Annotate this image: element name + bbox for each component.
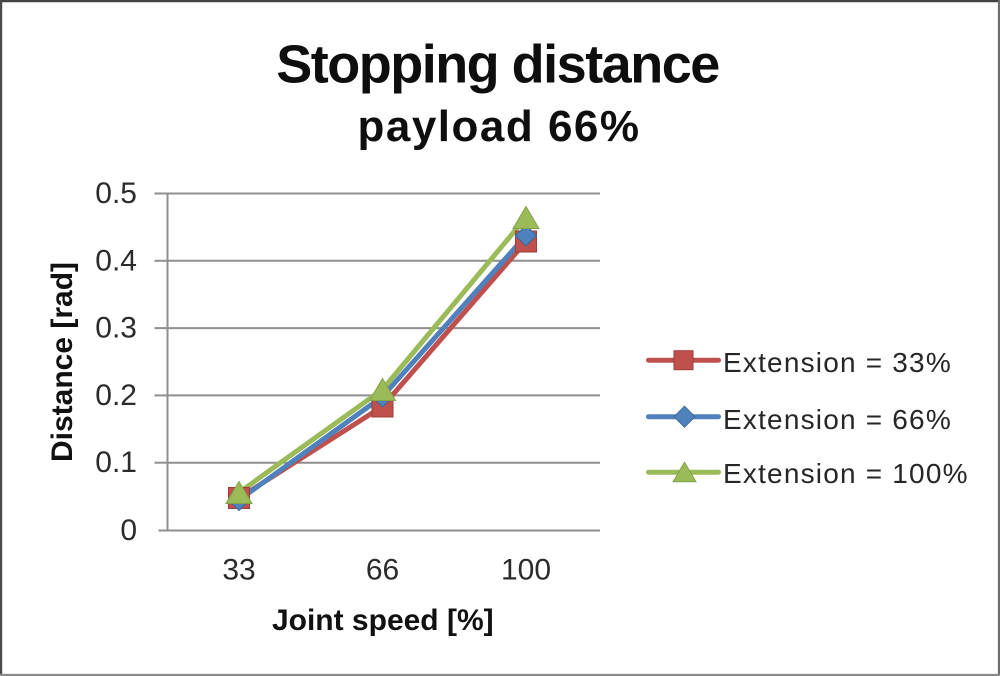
svg-text:Extension = 66%: Extension = 66% [723, 404, 952, 435]
svg-text:Extension = 100%: Extension = 100% [723, 458, 969, 489]
svg-text:Stopping distance: Stopping distance [276, 35, 719, 95]
svg-text:0.3: 0.3 [95, 312, 137, 345]
svg-text:0: 0 [120, 514, 137, 547]
svg-text:100: 100 [501, 554, 551, 587]
svg-text:payload 66%: payload 66% [357, 102, 640, 151]
svg-text:0.4: 0.4 [95, 244, 137, 277]
svg-text:33: 33 [222, 554, 255, 587]
svg-text:Distance [rad]: Distance [rad] [46, 262, 79, 462]
svg-text:Extension = 33%: Extension = 33% [723, 347, 952, 378]
svg-text:0.2: 0.2 [95, 379, 137, 412]
svg-text:66: 66 [366, 554, 399, 587]
svg-text:0.5: 0.5 [95, 177, 137, 210]
svg-text:0.1: 0.1 [95, 446, 137, 479]
svg-text:Joint speed [%]: Joint speed [%] [272, 604, 494, 637]
